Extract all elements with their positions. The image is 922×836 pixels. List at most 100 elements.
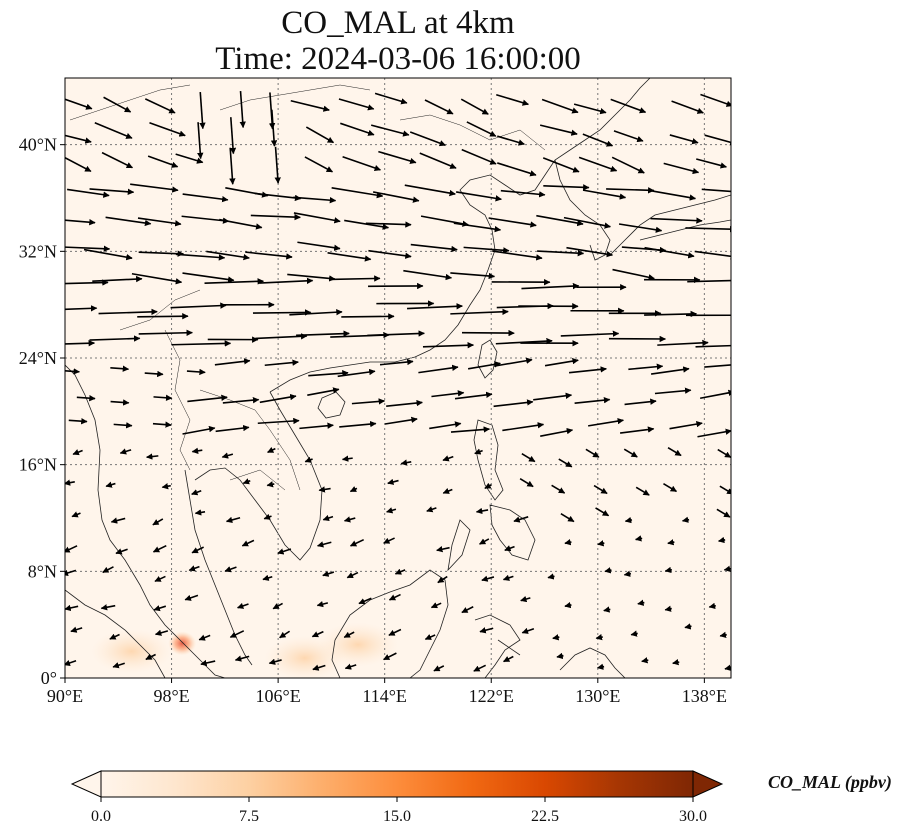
wind-vector: [137, 217, 182, 227]
wind-vector: [341, 313, 395, 320]
wind-vector: [257, 417, 300, 425]
wind-vector: [597, 540, 605, 547]
wind-vector: [89, 335, 141, 342]
wind-vector: [461, 606, 474, 614]
wind-vector: [513, 516, 529, 523]
wind-vector: [494, 357, 533, 367]
wind-vector: [650, 217, 703, 224]
wind-vector: [723, 565, 731, 572]
wind-vector: [266, 481, 275, 488]
wind-vector: [388, 628, 402, 636]
wind-vector: [433, 665, 445, 672]
wind-vector: [137, 313, 189, 320]
wind-vector: [418, 364, 459, 374]
wind-vector: [669, 420, 703, 430]
colorbar-ticks: 0.0 7.5 15.0 22.5 30.0: [91, 797, 707, 825]
wind-vector: [424, 634, 436, 641]
wind-vector: [500, 189, 546, 198]
wind-vector: [65, 245, 111, 252]
wind-vector: [669, 134, 699, 145]
wind-vector: [473, 664, 487, 672]
map-content: [65, 78, 731, 678]
border-lines: [69, 84, 546, 491]
wind-vector: [342, 156, 381, 172]
wind-vector: [718, 536, 726, 544]
wind-vector: [344, 219, 390, 230]
map-subtitle: Time: 2024-03-06 16:00:00: [215, 41, 581, 77]
wind-vector: [103, 96, 132, 113]
wind-vector: [191, 546, 204, 554]
wind-vector: [287, 273, 336, 282]
wind-vector: [663, 482, 678, 493]
wind-vector: [551, 484, 566, 494]
wind-vector: [72, 449, 83, 456]
wind-vector: [229, 630, 245, 638]
colorbar-tick-label: 22.5: [531, 808, 559, 825]
wind-vector: [329, 275, 381, 282]
wind-vector: [582, 189, 627, 200]
wind-vector: [437, 575, 448, 584]
wind-vector: [367, 330, 425, 337]
wind-vector: [536, 214, 584, 227]
wind-vector: [254, 192, 302, 202]
wind-vector: [337, 368, 376, 378]
wind-vector: [595, 633, 603, 641]
wind-vector: [112, 662, 125, 669]
coastline-malay-peninsula: [184, 469, 253, 666]
wind-vector: [460, 98, 489, 115]
wind-vector: [521, 627, 535, 634]
wind-vector: [346, 571, 359, 579]
wind-vector: [187, 394, 228, 403]
colorbar-label: CO_MAL (ppbv): [768, 772, 892, 793]
concentration-hotspot-3: [318, 622, 399, 667]
wind-vector: [667, 447, 682, 457]
wind-vector: [274, 146, 281, 184]
wind-vector: [628, 363, 664, 371]
wind-vector: [94, 122, 133, 139]
wind-vector: [68, 417, 88, 425]
wind-vector: [386, 507, 397, 514]
wind-vector: [704, 364, 731, 368]
wind-vector: [299, 422, 334, 430]
wind-vector: [65, 368, 80, 375]
wind-vector: [241, 539, 255, 547]
wind-vector: [182, 425, 216, 435]
lon-tick-label: 130°E: [575, 686, 620, 706]
wind-vector: [113, 422, 133, 429]
coastline-new-guinea: [559, 647, 626, 678]
wind-vector: [442, 455, 454, 462]
wind-vector: [153, 394, 173, 401]
wind-vector: [277, 548, 292, 555]
wind-vector: [225, 516, 241, 524]
wind-vector: [259, 393, 297, 404]
concentration-hotspot-1: [91, 629, 172, 674]
wind-vector: [370, 124, 410, 137]
wind-vector: [623, 448, 638, 458]
wind-vector: [484, 482, 492, 489]
wind-vector: [304, 156, 334, 173]
wind-vector: [383, 652, 397, 661]
map-title: CO_MAL at 4km: [281, 5, 515, 41]
wind-vector: [145, 653, 156, 661]
wind-vector: [596, 663, 605, 670]
wind-vector: [182, 272, 235, 283]
wind-vector: [65, 305, 98, 312]
wind-vector: [701, 188, 731, 193]
wind-vector: [564, 601, 572, 609]
wind-vector: [657, 339, 709, 347]
wind-vector: [404, 184, 456, 197]
wind-vector: [560, 513, 575, 523]
wind-vector: [386, 399, 423, 408]
wind-vector: [365, 221, 412, 228]
wind-vector: [556, 652, 564, 660]
wind-vector: [194, 509, 206, 516]
wind-vector: [293, 212, 341, 224]
colorbar-tick-label: 0.0: [91, 808, 111, 825]
wind-vector: [566, 246, 614, 258]
wind-vector: [644, 310, 698, 318]
wind-vector: [272, 602, 283, 610]
wind-vector: [152, 544, 167, 553]
wind-vector: [379, 358, 414, 366]
wind-vector: [161, 483, 171, 490]
wind-vector: [466, 121, 497, 137]
